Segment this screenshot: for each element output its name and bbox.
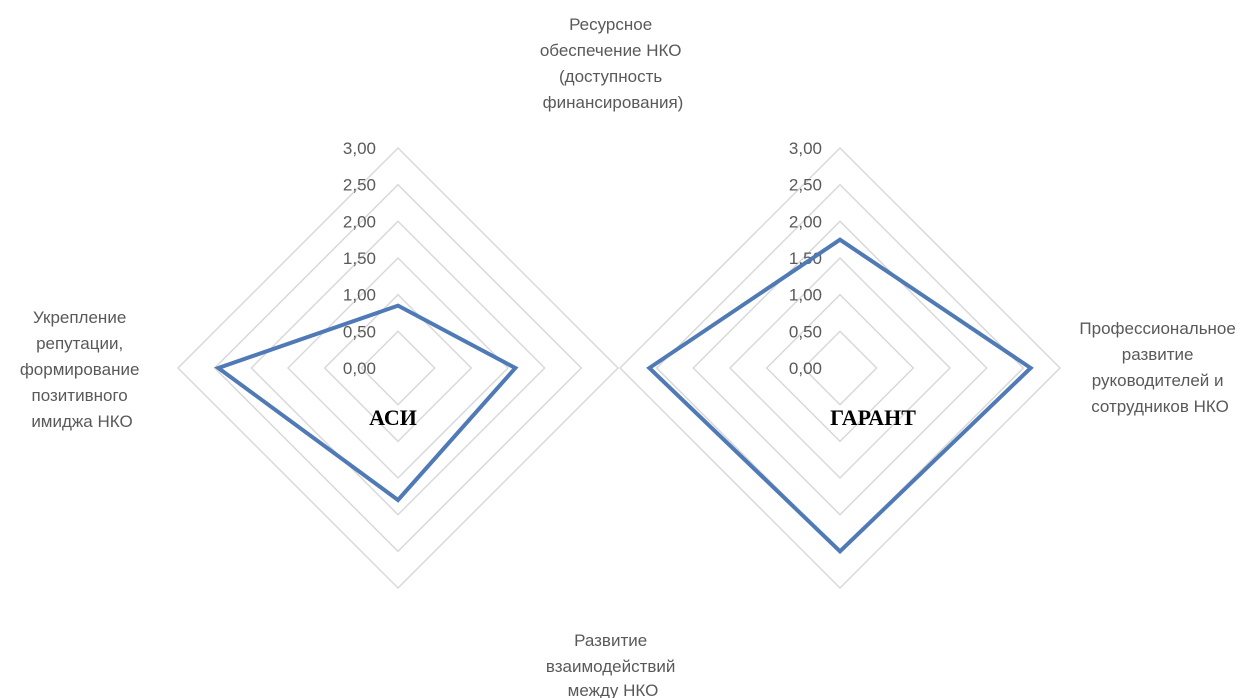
grid-ring bbox=[250, 220, 546, 516]
axis-label-left: Укрепление репутации, формирование позит… bbox=[20, 308, 144, 431]
tick-label: 3,00 bbox=[789, 139, 822, 158]
axis-label-top-line: финансирования) bbox=[543, 93, 684, 112]
tick-label: 1,00 bbox=[343, 286, 376, 305]
grid-ring bbox=[692, 220, 988, 516]
grid-ring bbox=[618, 146, 1062, 590]
grid-ring bbox=[213, 183, 583, 553]
tick-label: 1,50 bbox=[789, 249, 822, 268]
tick-label: 1,50 bbox=[343, 249, 376, 268]
axis-label-right-line: сотрудников НКО bbox=[1091, 397, 1229, 416]
axis-label-left-line: имиджа НКО bbox=[31, 412, 132, 431]
axis-label-bottom: Развитие взаимодействий между НКО bbox=[546, 631, 680, 698]
radar-chart-garant: 0,00 0,50 1,00 1,50 2,00 2,50 3,00 ГАРАНТ bbox=[618, 139, 1062, 590]
grid-ring bbox=[176, 146, 620, 590]
axis-label-left-line: позитивного bbox=[32, 386, 128, 405]
tick-label: 0,00 bbox=[343, 359, 376, 378]
tick-label: 1,00 bbox=[789, 286, 822, 305]
grid-ring bbox=[728, 256, 952, 480]
axis-label-left-line: формирование bbox=[20, 360, 140, 379]
radar-chart-asi: 0,00 0,50 1,00 1,50 2,00 2,50 3,00 АСИ bbox=[176, 139, 620, 590]
grid-ring bbox=[360, 330, 436, 406]
axis-label-right: Профессиональное развитие руководителей … bbox=[1079, 319, 1240, 416]
axis-label-bottom-line: между НКО bbox=[568, 681, 659, 698]
tick-label: 0,00 bbox=[789, 359, 822, 378]
tick-label: 2,00 bbox=[789, 212, 822, 231]
tick-label: 2,00 bbox=[343, 212, 376, 231]
axis-label-bottom-line: взаимодействий bbox=[546, 657, 676, 676]
axis-label-top-line: обеспечение НКО bbox=[540, 41, 682, 60]
series-line bbox=[646, 237, 1034, 555]
grid-ring bbox=[323, 293, 473, 443]
axis-label-right-line: развитие bbox=[1122, 345, 1194, 364]
tick-label: 2,50 bbox=[789, 176, 822, 195]
grid-ring bbox=[765, 293, 915, 443]
chart-title: ГАРАНТ bbox=[830, 405, 916, 430]
axis-label-right-line: Профессиональное bbox=[1079, 319, 1235, 338]
axis-label-left-line: репутации, bbox=[36, 334, 123, 353]
tick-label: 0,50 bbox=[343, 322, 376, 341]
axis-label-bottom-line: Развитие bbox=[574, 631, 647, 650]
axis-label-top: Ресурсное обеспечение НКО (доступность ф… bbox=[540, 15, 686, 112]
series-line bbox=[214, 303, 519, 503]
tick-label: 0,50 bbox=[789, 322, 822, 341]
tick-label: 3,00 bbox=[343, 139, 376, 158]
axis-label-top-line: (доступность bbox=[559, 67, 662, 86]
axis-label-right-line: руководителей и bbox=[1092, 371, 1224, 390]
grid-ring bbox=[802, 330, 878, 406]
axis-label-top-line: Ресурсное bbox=[569, 15, 652, 34]
chart-title: АСИ bbox=[369, 405, 417, 430]
axis-labels: Ресурсное обеспечение НКО (доступность ф… bbox=[20, 15, 1240, 698]
axis-label-left-line: Укрепление bbox=[33, 308, 126, 327]
tick-label: 2,50 bbox=[343, 176, 376, 195]
